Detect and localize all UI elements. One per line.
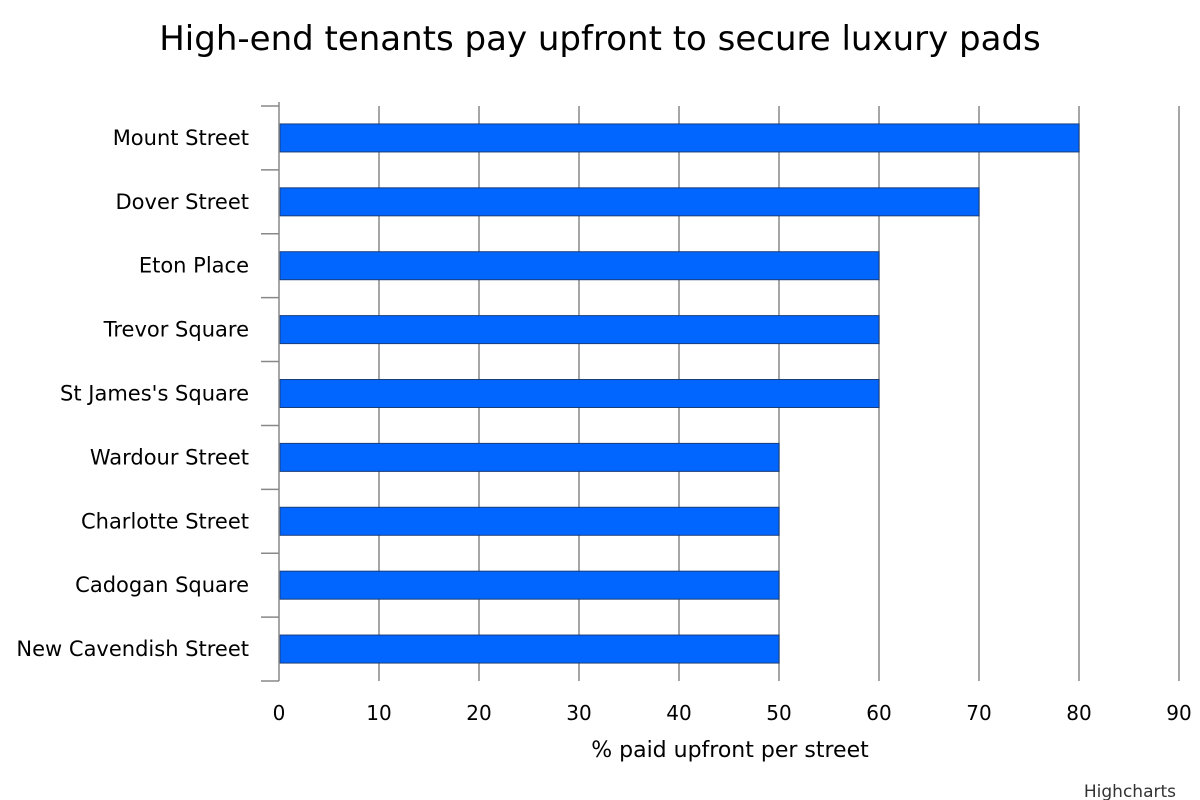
category-label: Cadogan Square xyxy=(75,573,249,597)
bar-wardour-street[interactable] xyxy=(279,442,780,472)
bar-st-james-s-square[interactable] xyxy=(279,379,880,408)
x-tick-label: 60 xyxy=(866,701,891,725)
category-label: Charlotte Street xyxy=(81,509,249,533)
x-tick-label: 20 xyxy=(466,701,491,725)
category-label: Mount Street xyxy=(113,126,249,150)
category-label: Dover Street xyxy=(116,190,250,214)
x-tick-label: 0 xyxy=(273,701,286,725)
bar-new-cavendish-street[interactable] xyxy=(279,634,780,664)
bar-mount-street[interactable] xyxy=(279,123,1080,153)
chart-title: High-end tenants pay upfront to secure l… xyxy=(159,19,1041,59)
x-tick-label: 90 xyxy=(1166,701,1191,725)
bar-charlotte-street[interactable] xyxy=(279,506,780,536)
x-tick-label: 40 xyxy=(666,701,691,725)
x-axis-ticks: 0 10 20 30 40 50 60 70 80 90 xyxy=(273,701,1192,725)
category-label: Wardour Street xyxy=(90,445,249,469)
x-tick-label: 30 xyxy=(566,701,591,725)
x-tick-label: 50 xyxy=(766,701,791,725)
bars xyxy=(279,123,1080,664)
y-axis: Mount Street Dover Street Eton Place Trevor… xyxy=(16,102,280,682)
x-tick-label: 80 xyxy=(1066,701,1091,725)
credits-link[interactable]: Highcharts xyxy=(1084,782,1176,800)
category-label: St James's Square xyxy=(60,382,249,406)
bar-cadogan-square[interactable] xyxy=(279,570,780,600)
bar-eton-place[interactable] xyxy=(279,251,880,281)
category-label: Eton Place xyxy=(139,254,249,278)
x-axis-title: % paid upfront per street xyxy=(591,738,869,763)
x-tick-label: 10 xyxy=(366,701,391,725)
category-label: New Cavendish Street xyxy=(16,637,249,661)
bar-trevor-square[interactable] xyxy=(279,315,880,345)
x-tick-label: 70 xyxy=(966,701,991,725)
category-label: Trevor Square xyxy=(103,318,249,342)
bar-dover-street[interactable] xyxy=(279,187,980,217)
